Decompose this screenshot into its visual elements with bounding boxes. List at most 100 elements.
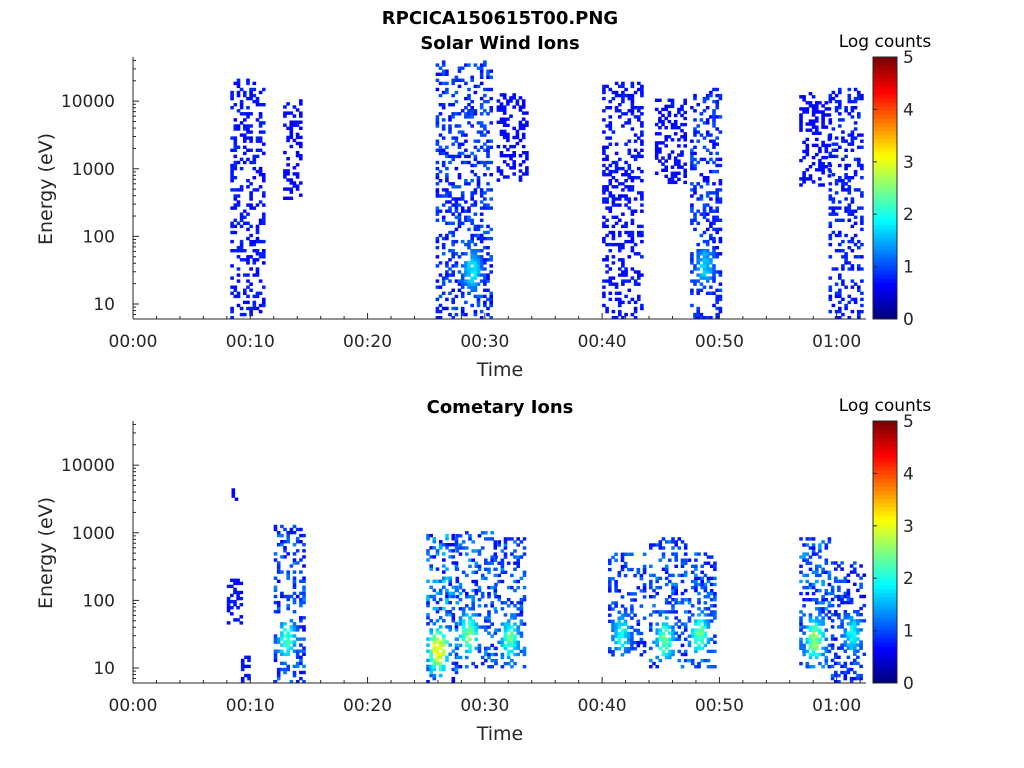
heatmap-cell [458,634,463,638]
heatmap-cell [496,108,501,112]
heatmap-cell [470,282,474,286]
heatmap-cell [853,127,858,131]
heatmap-cell [516,558,520,562]
heatmap-cell [457,78,462,82]
heatmap-cell [249,242,253,247]
heatmap-cell [828,212,833,216]
heatmap-cell [435,63,440,67]
heatmap-cell [464,267,468,271]
heatmap-cell [715,252,719,256]
heatmap-cell [280,533,284,538]
heatmap-cell [233,127,238,131]
heatmap-cell [857,93,861,98]
heatmap-cell [496,144,501,149]
heatmap-cell [299,126,303,130]
heatmap-cell [818,607,822,611]
colorbar-swatch [873,658,897,664]
heatmap-cell [467,209,471,213]
heatmap-cell [479,81,484,86]
colorbar-swatch [873,625,897,631]
colorbar-swatch [873,208,897,214]
heatmap-cell [837,661,841,666]
heatmap-cell [614,285,619,289]
colorbar-swatch [873,290,897,295]
heatmap-cell [697,601,701,605]
heatmap-cell [470,221,474,225]
heatmap-cell [640,203,644,207]
heatmap-cell [292,625,297,629]
heatmap-cell [683,110,687,115]
heatmap-cell [486,151,490,156]
heatmap-cell [262,255,266,259]
heatmap-cell [479,224,484,229]
heatmap-cell [299,540,303,544]
y-tick-label: 100 [83,227,115,247]
heatmap-cell [513,616,517,620]
heatmap-cell [506,604,511,608]
heatmap-cell [680,135,684,139]
heatmap-cell [442,585,446,589]
heatmap-cell [815,601,819,605]
heatmap-cell [841,264,845,268]
heatmap-cell [693,212,697,216]
heatmap-cell [821,119,825,123]
heatmap-cell [479,236,484,241]
heatmap-cell [506,561,511,565]
heatmap-cell [827,113,832,117]
heatmap-cell [441,194,446,198]
heatmap-cell [683,171,687,175]
heatmap-cell [859,643,863,647]
heatmap-cell [249,182,253,186]
heatmap-cell [246,294,250,299]
heatmap-cell [252,294,257,299]
heatmap-cell [233,603,237,607]
heatmap-cell [853,582,857,586]
heatmap-cell [470,203,474,207]
heatmap-cell [827,643,832,648]
heatmap-cell [627,631,631,636]
colorbar-swatch [873,73,897,78]
heatmap-cell [849,640,854,644]
heatmap-cell [448,273,452,277]
heatmap-cell [502,135,507,140]
heatmap-cell [473,154,478,159]
heatmap-cell [799,646,803,651]
heatmap-cell [442,564,446,568]
heatmap-cell [435,619,440,623]
heatmap-cell [705,258,710,262]
heatmap-cell [252,99,257,104]
heatmap-cell [697,582,701,587]
heatmap-cell [230,224,234,229]
heatmap-cell [617,634,622,639]
heatmap-cell [614,142,619,146]
heatmap-cell [605,145,609,149]
cometary-title: Cometary Ions [427,397,574,418]
heatmap-cell [464,96,468,101]
heatmap-cell [830,625,835,629]
heatmap-cell [438,655,443,659]
heatmap-cell [649,622,653,626]
heatmap-cell [426,579,430,583]
heatmap-cell [821,104,825,108]
heatmap-cell [276,670,281,675]
heatmap-cell [837,616,841,620]
heatmap-cell [448,200,452,204]
heatmap-cell [712,160,716,165]
heatmap-cell [295,637,300,641]
heatmap-cell [640,93,644,98]
heatmap-cell [630,249,635,253]
heatmap-cell [445,597,449,602]
heatmap-cell [484,604,488,608]
heatmap-cell [608,561,612,566]
heatmap-cell [857,285,861,289]
heatmap-cell [674,588,678,593]
heatmap-cell [715,209,719,213]
heatmap-cell [709,582,714,587]
colorbar-swatch [873,57,897,62]
heatmap-cell [499,108,504,112]
heatmap-cell [243,90,247,95]
heatmap-cell [630,230,635,235]
heatmap-cell [292,114,297,118]
heatmap-cell [479,212,484,216]
colorbar-swatch [873,617,897,623]
